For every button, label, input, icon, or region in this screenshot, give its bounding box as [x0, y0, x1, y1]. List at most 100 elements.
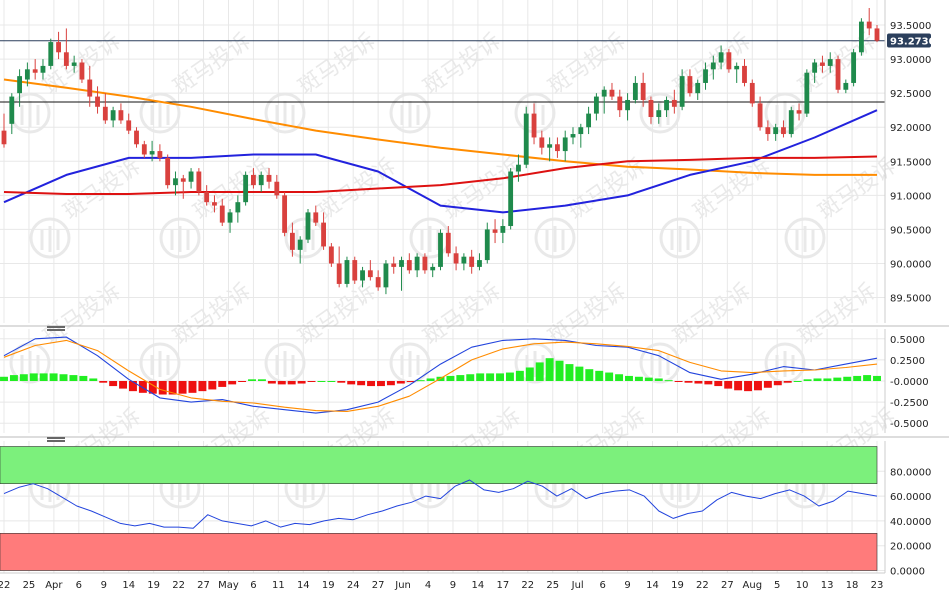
candle[interactable] — [56, 31, 61, 60]
candle[interactable] — [227, 208, 233, 233]
candle[interactable] — [219, 198, 225, 227]
candle[interactable] — [640, 72, 646, 107]
candle[interactable] — [180, 174, 186, 199]
candle[interactable] — [858, 18, 864, 56]
candle[interactable] — [188, 168, 194, 189]
candle[interactable] — [17, 69, 23, 107]
candle[interactable] — [149, 140, 155, 162]
candle[interactable] — [492, 219, 498, 244]
candle[interactable] — [274, 174, 280, 199]
candle[interactable] — [204, 185, 210, 206]
rsi-panel-handle[interactable] — [47, 437, 65, 442]
candle[interactable] — [765, 120, 771, 141]
candle[interactable] — [110, 106, 116, 128]
candle[interactable] — [235, 195, 241, 223]
candle[interactable] — [788, 106, 794, 138]
candle[interactable] — [539, 130, 545, 155]
candle[interactable] — [609, 82, 615, 100]
candle[interactable] — [516, 154, 521, 182]
candle[interactable] — [851, 48, 857, 87]
candle[interactable] — [710, 55, 716, 80]
candle[interactable] — [617, 89, 623, 118]
candle[interactable] — [87, 65, 93, 107]
candle[interactable] — [266, 168, 272, 189]
candle[interactable] — [578, 123, 584, 148]
candle[interactable] — [656, 103, 662, 124]
candle[interactable] — [95, 86, 100, 114]
candle[interactable] — [134, 127, 139, 148]
candle[interactable] — [360, 266, 365, 288]
candle[interactable] — [500, 219, 506, 244]
candle[interactable] — [796, 103, 802, 121]
candle[interactable] — [63, 28, 69, 70]
candle[interactable] — [9, 93, 15, 135]
candle[interactable] — [391, 256, 397, 274]
candle[interactable] — [196, 168, 202, 196]
candle[interactable] — [399, 256, 404, 291]
candle[interactable] — [1, 113, 7, 148]
candle[interactable] — [313, 205, 319, 227]
candle[interactable] — [664, 96, 669, 118]
candle[interactable] — [445, 226, 451, 257]
candle[interactable] — [687, 69, 693, 97]
candle[interactable] — [297, 236, 303, 264]
candle[interactable] — [414, 253, 420, 278]
candle[interactable] — [570, 127, 576, 145]
candle[interactable] — [406, 253, 412, 274]
candle[interactable] — [562, 130, 568, 162]
candle[interactable] — [126, 113, 132, 135]
candle[interactable] — [251, 168, 256, 189]
candle[interactable] — [726, 48, 732, 73]
candle[interactable] — [843, 79, 849, 94]
candle[interactable] — [781, 120, 786, 138]
candle[interactable] — [336, 246, 342, 288]
candle[interactable] — [24, 62, 30, 87]
candle[interactable] — [321, 212, 326, 250]
candle[interactable] — [40, 59, 46, 80]
candle[interactable] — [866, 8, 872, 36]
candle[interactable] — [827, 52, 833, 73]
macd-panel-handle[interactable] — [47, 326, 65, 331]
candle[interactable] — [243, 171, 249, 206]
candle[interactable] — [430, 263, 436, 278]
candle[interactable] — [344, 256, 350, 288]
candle[interactable] — [157, 144, 163, 162]
candle[interactable] — [601, 86, 607, 114]
candle[interactable] — [773, 123, 779, 141]
candle[interactable] — [671, 89, 677, 114]
candle[interactable] — [289, 222, 295, 257]
candle[interactable] — [461, 253, 467, 271]
candle[interactable] — [383, 260, 389, 295]
candle[interactable] — [695, 79, 701, 100]
candle[interactable] — [422, 253, 428, 274]
candle[interactable] — [531, 103, 537, 145]
candle[interactable] — [632, 76, 638, 104]
candle[interactable] — [453, 246, 459, 271]
candle[interactable] — [258, 171, 264, 192]
candle[interactable] — [367, 260, 373, 281]
candle[interactable] — [742, 59, 747, 87]
candle[interactable] — [593, 93, 599, 121]
candle[interactable] — [212, 195, 217, 213]
candle[interactable] — [804, 69, 810, 118]
candle[interactable] — [438, 229, 443, 271]
candle[interactable] — [32, 59, 38, 80]
candle[interactable] — [102, 93, 108, 124]
candle[interactable] — [375, 270, 381, 291]
candle[interactable] — [679, 69, 685, 111]
candle[interactable] — [820, 55, 825, 73]
candle[interactable] — [305, 208, 311, 244]
candle[interactable] — [141, 140, 147, 158]
candle[interactable] — [749, 79, 755, 107]
candle[interactable] — [118, 103, 124, 124]
candle[interactable] — [508, 168, 514, 230]
candle[interactable] — [469, 249, 475, 274]
candle[interactable] — [835, 55, 841, 94]
candle[interactable] — [586, 106, 592, 135]
candle[interactable] — [523, 106, 529, 169]
candle[interactable] — [648, 96, 654, 124]
candle[interactable] — [282, 191, 288, 237]
candle[interactable] — [625, 93, 630, 121]
candle[interactable] — [352, 256, 358, 284]
candle[interactable] — [79, 59, 85, 83]
